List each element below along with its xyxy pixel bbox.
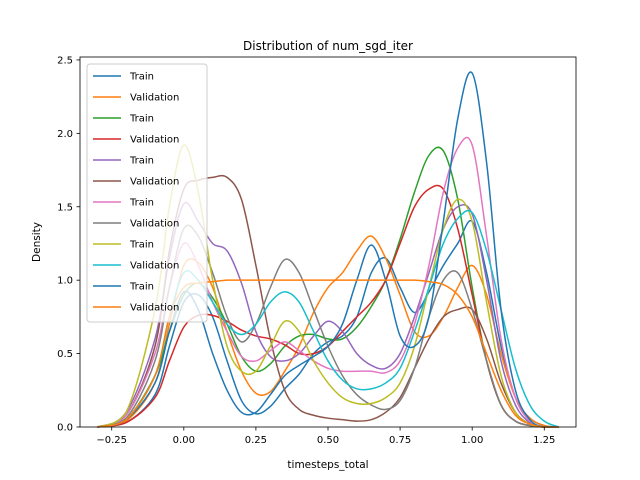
legend-label-2: Validation bbox=[130, 93, 179, 104]
y-tick-label: 2.5 bbox=[57, 55, 73, 66]
legend-label-7: Train bbox=[129, 198, 154, 209]
legend-label-1: Train bbox=[129, 72, 154, 83]
x-tick-label: 0.50 bbox=[317, 435, 339, 446]
chart-title: Distribution of num_sgd_iter bbox=[243, 39, 413, 53]
legend-label-5: Train bbox=[129, 156, 154, 167]
legend-label-10: Validation bbox=[130, 261, 179, 272]
legend-label-6: Validation bbox=[130, 177, 179, 188]
legend-label-3: Train bbox=[129, 114, 154, 125]
legend-label-8: Validation bbox=[130, 219, 179, 230]
y-tick-label: 1.5 bbox=[57, 202, 73, 213]
x-axis-ticks: −0.25 0.00 0.25 0.50 0.75 1.00 1.25 bbox=[96, 427, 555, 446]
x-tick-label: 0.75 bbox=[389, 435, 411, 446]
x-tick-label: 1.25 bbox=[533, 435, 555, 446]
legend-label-12: Validation bbox=[130, 303, 179, 314]
legend-box bbox=[86, 63, 208, 323]
legend-label-9: Train bbox=[129, 240, 154, 251]
legend: Train Validation Train Validation Train Valid… bbox=[86, 63, 208, 323]
y-tick-label: 1.0 bbox=[57, 276, 73, 287]
x-tick-label: 0.25 bbox=[245, 435, 267, 446]
x-tick-label: −0.25 bbox=[96, 435, 127, 446]
y-tick-label: 0.0 bbox=[57, 423, 73, 434]
x-tick-label: 1.00 bbox=[461, 435, 483, 446]
x-tick-label: 0.00 bbox=[173, 435, 195, 446]
x-axis-label: timesteps_total bbox=[287, 459, 368, 471]
y-axis-label: Density bbox=[31, 222, 43, 262]
legend-label-4: Validation bbox=[130, 135, 179, 146]
legend-label-11: Train bbox=[129, 282, 154, 293]
y-tick-label: 0.5 bbox=[57, 349, 73, 360]
y-tick-label: 2.0 bbox=[57, 129, 73, 140]
y-axis-ticks: 0.0 0.5 1.0 1.5 2.0 2.5 bbox=[57, 55, 80, 434]
